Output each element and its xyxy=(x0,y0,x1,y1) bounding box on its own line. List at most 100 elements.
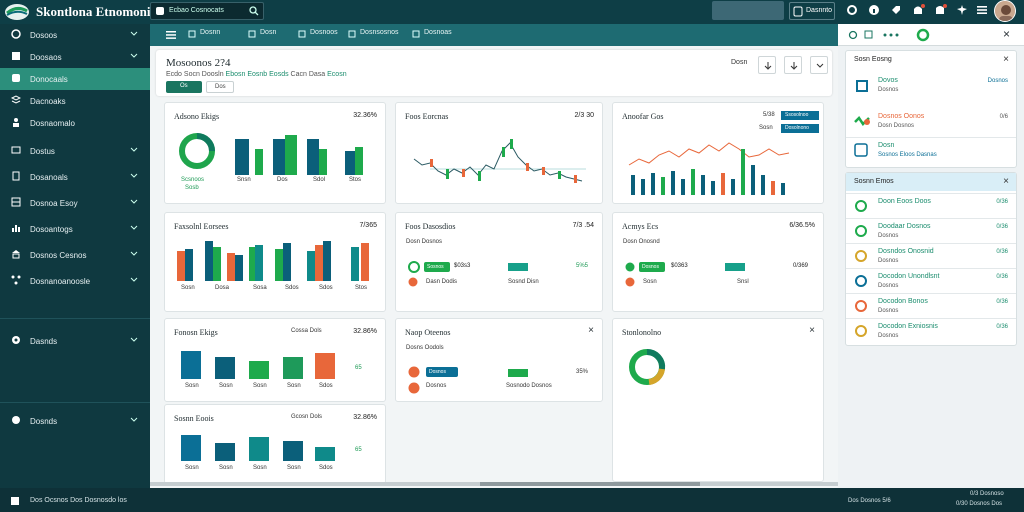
top-search-field[interactable] xyxy=(712,1,784,20)
bar-label: Sosn xyxy=(253,383,267,389)
item-subtitle: Dosnos xyxy=(878,333,899,339)
sidebar-item-dosoantogs[interactable]: Dosoantogs xyxy=(0,218,150,240)
list-item[interactable]: Doon Eoos Doos 0/36 xyxy=(846,193,1016,217)
menu-icon[interactable] xyxy=(976,4,988,16)
tab-icon xyxy=(298,30,306,38)
bar xyxy=(323,241,331,281)
status-text: 0/30 Dosnos Dos xyxy=(956,501,1003,507)
sidebar-item-dosnaomalo[interactable]: Dosnaomalo xyxy=(0,112,150,134)
card-title: Fonosn Ekigs xyxy=(174,328,218,337)
tab-3[interactable]: Dosnoos xyxy=(298,29,338,41)
chevron-down-icon[interactable] xyxy=(130,199,138,205)
tab-5[interactable]: Dosnoas xyxy=(412,29,452,41)
row-right-value: 35% xyxy=(576,369,589,375)
info-icon[interactable] xyxy=(868,4,880,16)
download-button[interactable] xyxy=(758,56,776,74)
status-badge: Dosnos xyxy=(639,262,665,272)
search-input[interactable]: Ecbao Cosnocats xyxy=(150,2,264,20)
sidebar-item-dasnds[interactable]: Dasnds xyxy=(0,330,150,352)
tab-2[interactable]: Dosn xyxy=(248,29,276,41)
secondary-button[interactable]: Dos xyxy=(206,81,234,93)
copy-icon[interactable] xyxy=(864,30,874,40)
app-title: Skontlona Etnomonia | xyxy=(36,4,164,19)
tab-icon xyxy=(412,30,420,38)
status-ring-icon[interactable] xyxy=(916,28,930,42)
sidebar-item-dosnoa-esoy[interactable]: Dosnoa Esoy xyxy=(0,192,150,214)
settings-icon[interactable] xyxy=(956,4,968,16)
sidebar-item-dosnanoanoosle[interactable]: Dosnanoanoosle xyxy=(0,270,150,292)
value-label: Gcosn Dols xyxy=(291,414,323,420)
subtitle-part[interactable]: Ecosn xyxy=(327,71,347,78)
hamburger-icon[interactable] xyxy=(166,30,176,40)
bar xyxy=(181,351,201,379)
bar xyxy=(315,447,335,461)
bar-label: Dosa xyxy=(215,285,230,291)
bar xyxy=(181,435,201,461)
share-button[interactable] xyxy=(784,56,802,74)
horizontal-scrollbar[interactable] xyxy=(150,482,838,486)
tag-icon[interactable] xyxy=(890,4,902,16)
close-icon[interactable]: × xyxy=(1003,54,1009,65)
subtitle-part[interactable]: Ebosn Eosnb Eosds xyxy=(225,71,289,78)
chevron-down-icon[interactable] xyxy=(130,147,138,153)
chevron-down-icon[interactable] xyxy=(130,251,138,257)
list-item[interactable]: Docodon Exniosnis Dosnos 0/36 xyxy=(846,318,1016,342)
list-item[interactable]: Dovos Dosnos Dosnos xyxy=(846,73,1016,107)
sidebar-item-dostus[interactable]: Dostus xyxy=(0,140,150,162)
sidebar-item-dacnoaks[interactable]: Dacnoaks xyxy=(0,90,150,112)
list-item[interactable]: Dosn Sosnos Eloos Dasnas xyxy=(846,137,1016,161)
chevron-down-icon[interactable] xyxy=(130,225,138,231)
user-avatar-icon xyxy=(995,1,1015,21)
sidebar-item-dosnos-cesnos[interactable]: Dosnos Cesnos xyxy=(0,244,150,266)
legend-badge[interactable]: Ssosolnoo xyxy=(781,111,819,120)
tab-label: Dosnsosnos xyxy=(360,29,399,36)
candle xyxy=(558,171,561,179)
list-item[interactable]: Docodon Unondlsnt Dosnos 0/36 xyxy=(846,268,1016,292)
close-icon[interactable]: × xyxy=(1003,176,1009,187)
primary-button[interactable]: Os xyxy=(166,81,202,93)
sidebar-item-dosoos[interactable]: Dosoos xyxy=(0,24,150,46)
sidebar-item-donocaals[interactable]: Donocaals xyxy=(0,68,150,90)
list-item[interactable]: Dosnos Oonos Dosn Dosnos 0/6 xyxy=(846,109,1016,133)
refresh-icon[interactable] xyxy=(848,30,858,40)
tab-icon xyxy=(188,30,196,38)
chevron-down-icon[interactable] xyxy=(130,337,138,343)
notification-icon[interactable] xyxy=(912,4,926,16)
close-icon[interactable]: × xyxy=(1002,27,1010,41)
list-item[interactable]: Doodaar Dosnos Dosnos 0/36 xyxy=(846,218,1016,242)
gear-icon[interactable] xyxy=(846,4,858,16)
top-action-button[interactable]: Dasnnto xyxy=(789,2,835,20)
page-title: Mosoonos 2?4 xyxy=(166,57,231,69)
dots-icon[interactable] xyxy=(882,31,908,39)
grid-icon xyxy=(12,52,20,60)
tab-4[interactable]: Dosnsosnos xyxy=(348,29,399,41)
more-button[interactable] xyxy=(810,56,828,74)
list-item[interactable]: Docodon Bonos Dosnos 0/36 xyxy=(846,293,1016,317)
close-icon[interactable]: × xyxy=(809,325,815,336)
chevron-down-icon[interactable] xyxy=(130,277,138,283)
chevron-down-icon[interactable] xyxy=(130,31,138,37)
tab-1[interactable]: Dosnn xyxy=(188,29,220,41)
chevron-down-icon[interactable] xyxy=(130,173,138,179)
chevron-down-icon[interactable] xyxy=(130,53,138,59)
bar xyxy=(631,175,635,195)
sidebar-item-dosanoals[interactable]: Dosanoals xyxy=(0,166,150,188)
avatar[interactable] xyxy=(994,0,1016,22)
scrollbar-thumb[interactable] xyxy=(480,482,700,486)
card-icon xyxy=(11,146,21,154)
trend-icon xyxy=(854,116,870,126)
sidebar-item-doosaos[interactable]: Doosaos xyxy=(0,46,150,68)
list-item[interactable]: Dosndos Onosnid Dosnos 0/36 xyxy=(846,243,1016,267)
folder-icon xyxy=(156,7,164,15)
close-icon[interactable]: × xyxy=(588,325,594,336)
legend-badge[interactable]: Dosolnono xyxy=(781,124,819,133)
sidebar-item-dosnds[interactable]: Dosnds xyxy=(0,410,150,432)
chevron-down-icon[interactable] xyxy=(130,417,138,423)
search-icon[interactable] xyxy=(249,6,259,16)
alert-icon[interactable] xyxy=(934,4,948,16)
candle xyxy=(574,175,577,183)
card-3: Anoofar Gos 5/38 Sosn Ssosolnoo Dosolnon… xyxy=(612,102,824,204)
panel-card-2: Sosnn Emos × Doon Eoos Doos 0/36 Doodaar D… xyxy=(845,172,1017,346)
legend-value: Sosn xyxy=(759,125,773,131)
bar xyxy=(741,149,745,195)
